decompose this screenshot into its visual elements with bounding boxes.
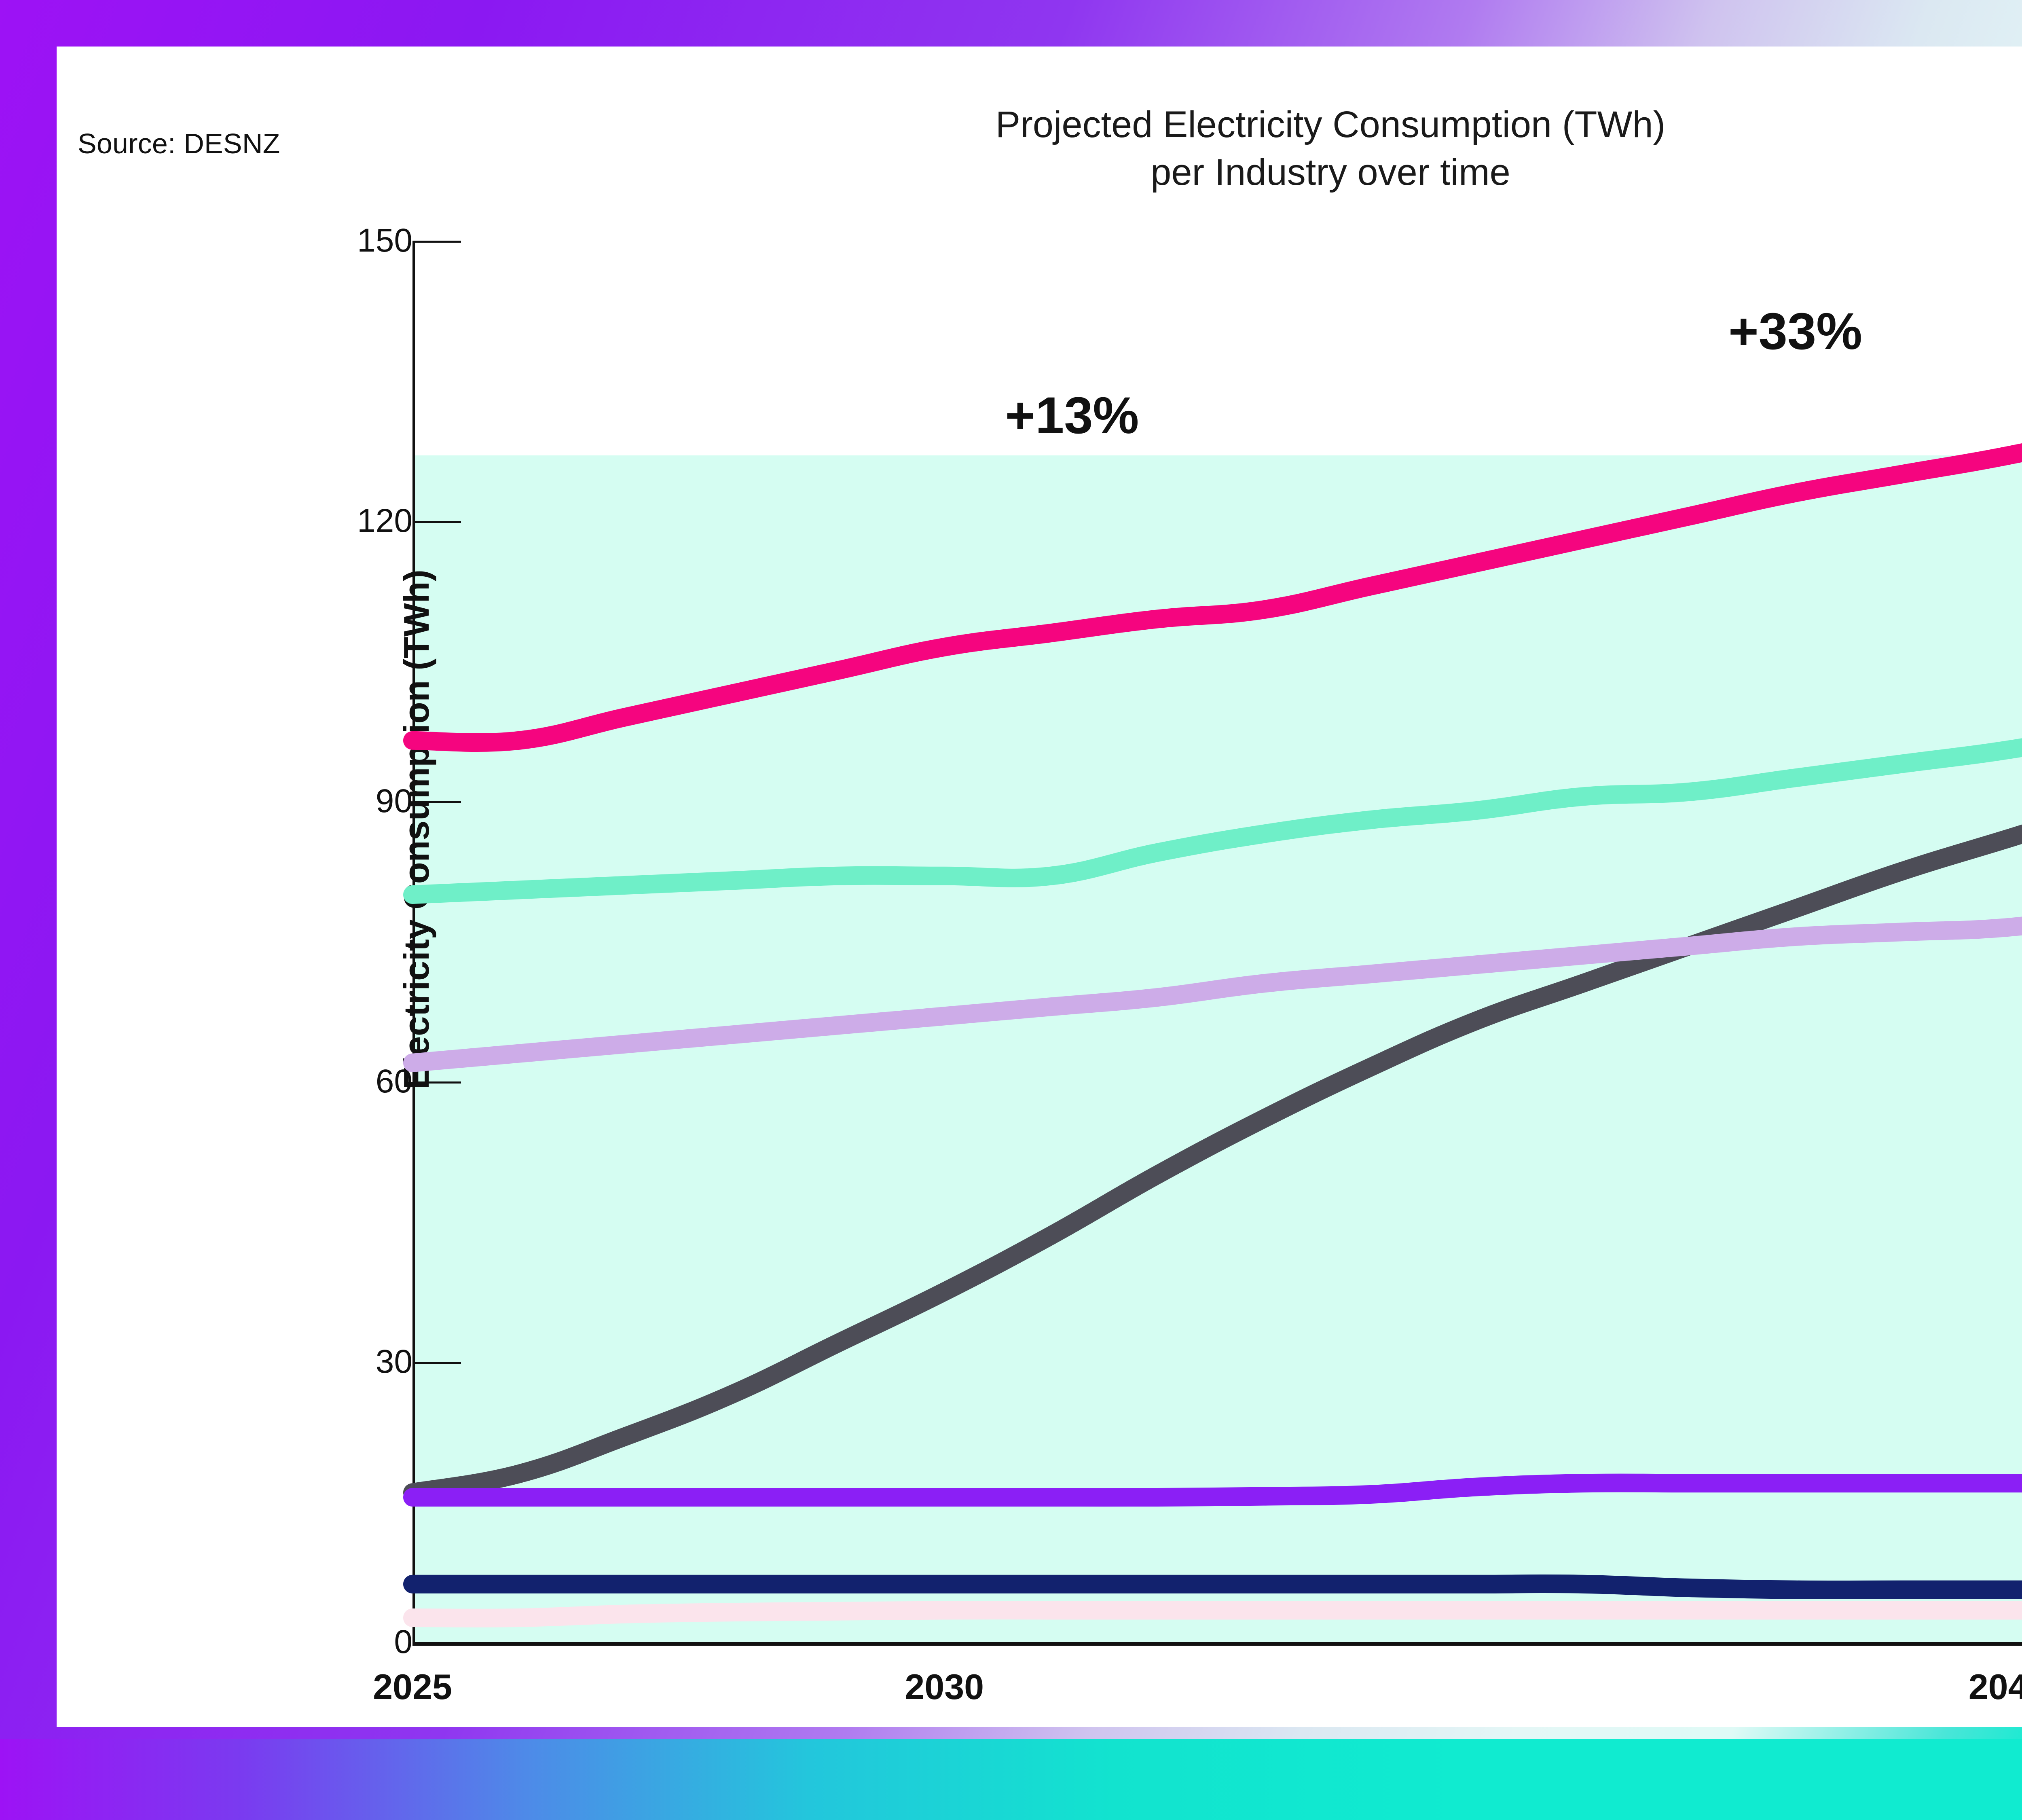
decorative-gradient-footer [0,1739,2022,1820]
y-axis-line [412,241,415,1644]
series-line-transport [403,824,2022,1502]
y-tick-mark [412,801,461,803]
series-line-agriculture [403,1574,2022,1600]
y-tick-label: 30 [375,1343,412,1380]
y-tick-label: 150 [357,222,412,259]
y-tick-label: 0 [394,1623,412,1660]
series-line-public-services [403,1473,2022,1507]
chart-title-line-1: Projected Electricity Consumption (TWh) [995,104,1666,145]
y-tick-mark [412,521,461,523]
series-lines [403,443,2022,1627]
x-tick-label: 2025 [373,1667,452,1707]
y-tick-mark [412,241,461,243]
band-2025-2040 [412,455,2022,1642]
series-line-commercial-services [403,916,2022,1072]
annotation-33: +33% [1728,303,1862,360]
chart-card: Source: DESNZ Projected Electricity Cons… [57,47,2022,1727]
x-tick-label: 2030 [905,1667,984,1707]
source-note: Source: DESNZ [78,128,280,159]
x-axis-line [412,1642,2022,1646]
series-line-iron-steel [403,1601,2022,1627]
y-tick-mark [412,1362,461,1364]
series-line-residential [403,443,2022,752]
chart-title: Projected Electricity Consumption (TWh) … [542,101,2022,197]
annotation-13: +13% [1005,386,1139,444]
x-tick-label: 2040 [1968,1667,2022,1707]
y-tick-mark [412,1081,461,1084]
y-tick-label: 90 [375,783,412,819]
y-tick-label: 120 [357,502,412,539]
chart-title-line-2: per Industry over time [1151,151,1510,193]
series-line-other-industry-sectors [403,738,2022,904]
